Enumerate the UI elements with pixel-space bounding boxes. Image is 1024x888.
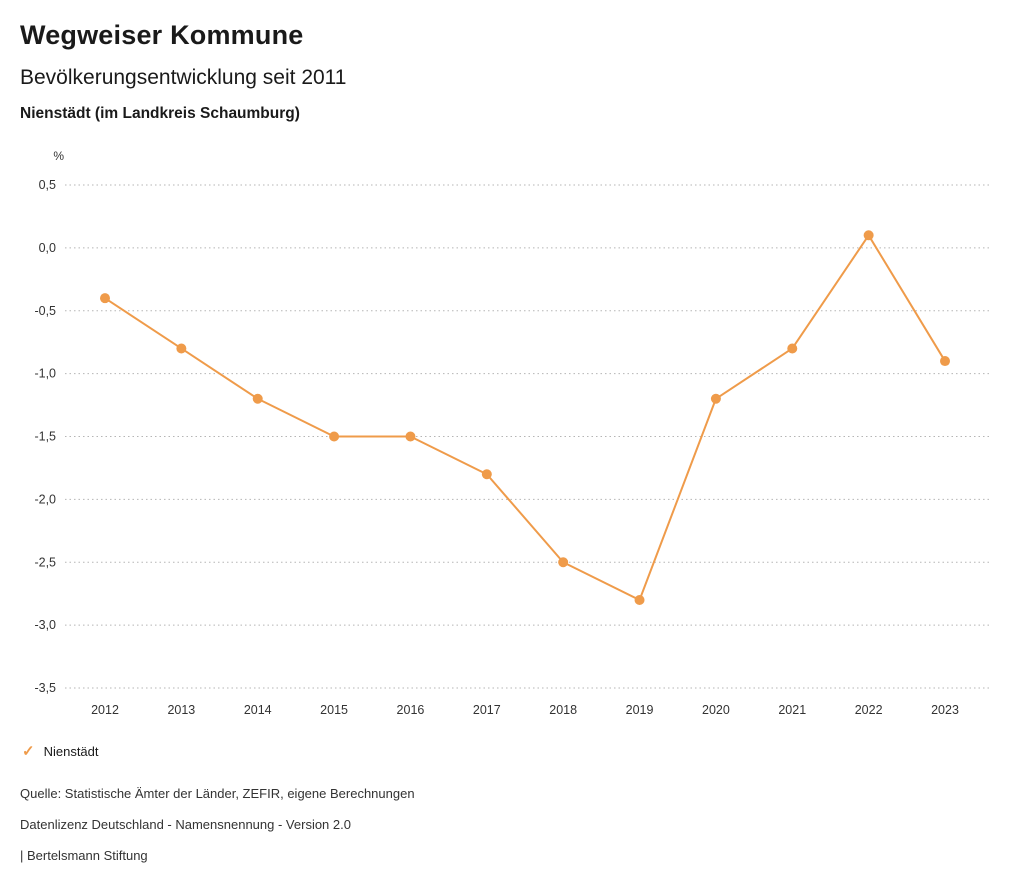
y-tick-label: -0,5 bbox=[34, 304, 56, 318]
legend-check-icon: ✓ bbox=[22, 743, 35, 760]
data-point bbox=[787, 343, 798, 354]
data-point bbox=[252, 393, 263, 404]
data-point bbox=[558, 557, 569, 568]
y-tick-label: -3,5 bbox=[34, 681, 56, 695]
y-tick-label: 0,5 bbox=[39, 178, 56, 192]
x-tick-label: 2012 bbox=[91, 703, 119, 717]
data-point bbox=[634, 594, 645, 605]
x-tick-label: 2017 bbox=[473, 703, 501, 717]
x-tick-label: 2015 bbox=[320, 703, 348, 717]
y-axis-unit-label: % bbox=[53, 149, 64, 163]
chart-title: Bevölkerungsentwicklung seit 2011 bbox=[20, 66, 347, 89]
data-point bbox=[863, 230, 874, 241]
data-point bbox=[329, 431, 340, 442]
data-point bbox=[710, 393, 721, 404]
x-tick-label: 2022 bbox=[855, 703, 883, 717]
chart-area: % 0,5 0,0 -0,5 -1,0 -1,5 -2,0 -2,5 -3,0 -3,5 2012 2… bbox=[0, 140, 1024, 732]
x-tick-label: 2018 bbox=[549, 703, 577, 717]
source-text: Quelle: Statistische Ämter der Länder, Z… bbox=[20, 786, 415, 801]
population-line-chart: % 0,5 0,0 -0,5 -1,0 -1,5 -2,0 -2,5 -3,0 -3,5 2012 2… bbox=[34, 149, 990, 717]
x-tick-label: 2021 bbox=[778, 703, 806, 717]
y-tick-label: -2,0 bbox=[34, 492, 56, 506]
y-tick-label: -1,5 bbox=[34, 430, 56, 444]
y-tick-label: -3,0 bbox=[34, 618, 56, 632]
page-title: Wegweiser Kommune bbox=[20, 20, 304, 50]
legend-item-nienstaedt[interactable]: ✓ Nienstädt bbox=[22, 744, 99, 759]
x-tick-label: 2016 bbox=[397, 703, 425, 717]
region-subtitle: Nienstädt (im Landkreis Schaumburg) bbox=[20, 105, 300, 122]
y-tick-label: 0,0 bbox=[39, 241, 56, 255]
y-tick-label: -1,0 bbox=[34, 367, 56, 381]
attribution-text: | Bertelsmann Stiftung bbox=[20, 848, 148, 863]
data-point bbox=[940, 356, 950, 367]
data-point bbox=[405, 431, 416, 442]
y-tick-label: -2,5 bbox=[34, 555, 56, 569]
data-point bbox=[481, 469, 492, 480]
data-point bbox=[100, 293, 110, 304]
legend-label: Nienstädt bbox=[43, 744, 99, 759]
x-tick-label: 2013 bbox=[167, 703, 195, 717]
series-line bbox=[104, 234, 946, 601]
x-tick-label: 2019 bbox=[626, 703, 654, 717]
x-tick-label: 2014 bbox=[244, 703, 272, 717]
license-text: Datenlizenz Deutschland - Namensnennung … bbox=[20, 817, 351, 832]
x-tick-label: 2023 bbox=[931, 703, 959, 717]
x-tick-label: 2020 bbox=[702, 703, 730, 717]
data-point bbox=[176, 343, 187, 354]
